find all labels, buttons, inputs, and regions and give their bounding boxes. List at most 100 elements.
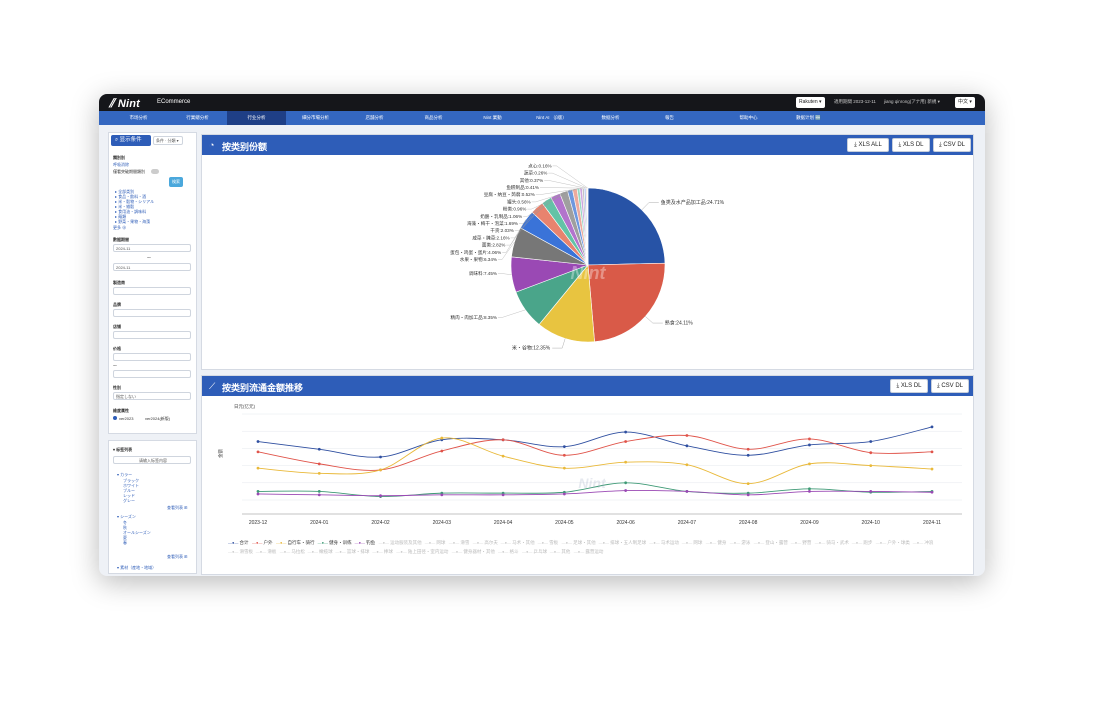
color-option[interactable]: レッド	[123, 493, 135, 498]
nav-item-plan[interactable]: 數据计划 🆕	[796, 115, 821, 120]
platform-select[interactable]: Rakuten ▾	[796, 97, 825, 108]
price-min-input[interactable]	[113, 353, 191, 361]
legend-item[interactable]: —●— 自行车・骑行	[276, 540, 315, 546]
tree-item[interactable]: ▸ 食品・飲料・酒	[115, 194, 147, 199]
price-max-input[interactable]	[113, 370, 191, 378]
data-point[interactable]	[869, 464, 873, 467]
legend-item[interactable]: —●— 冲浪	[913, 540, 934, 546]
season-option[interactable]: 秋	[123, 525, 127, 530]
nav-item-report[interactable]: 報告	[665, 115, 674, 120]
series-line[interactable]	[257, 482, 933, 498]
xls-dl-button[interactable]: ⤓ XLS DL	[892, 138, 930, 152]
date-to-select[interactable]: 2024-11	[113, 263, 191, 271]
data-point[interactable]	[562, 492, 566, 496]
nav-item-data[interactable]: 数据分析	[601, 115, 620, 120]
legend-item[interactable]: —●— 滑雪板	[228, 549, 253, 555]
data-point[interactable]	[317, 447, 321, 451]
pie-slice[interactable]	[587, 187, 666, 266]
date-from-select[interactable]: 2024-11	[113, 244, 191, 252]
legend-item[interactable]: —●— 骑马・武术	[815, 540, 849, 546]
data-point[interactable]	[379, 494, 382, 498]
data-point[interactable]	[624, 481, 628, 485]
data-point[interactable]	[501, 454, 505, 458]
data-point[interactable]	[440, 449, 444, 453]
legend-item[interactable]: —●— 网球	[682, 540, 703, 546]
category-value[interactable]: 呼吸消除	[113, 162, 129, 167]
data-point[interactable]	[562, 466, 566, 470]
csv-dl-button[interactable]: ⤓ CSV DL	[933, 138, 971, 152]
nint-logo[interactable]: ⫽ Nint	[109, 96, 141, 110]
tag-search-input[interactable]: 请输入标签内容	[113, 456, 191, 464]
legend-item[interactable]: —●— 棒球	[372, 549, 393, 555]
legend-item[interactable]: —●— 合计	[228, 540, 249, 546]
search-button[interactable]: 検索	[169, 177, 183, 187]
legend-item[interactable]: —●— 滑板	[256, 549, 277, 555]
data-point[interactable]	[685, 463, 689, 467]
legend-item[interactable]: —●— 野营	[791, 540, 812, 546]
season-option[interactable]: 冬	[123, 520, 127, 525]
pie-slice[interactable]	[586, 187, 589, 266]
tag-list-title[interactable]: ▾ 标签列表	[113, 447, 133, 452]
data-point[interactable]	[746, 447, 750, 451]
data-point[interactable]	[808, 462, 811, 466]
color-option[interactable]: ホワイト	[123, 483, 139, 488]
data-point[interactable]	[808, 437, 811, 441]
tree-item[interactable]: ▸ 全部类别	[115, 189, 135, 194]
data-point[interactable]	[256, 440, 260, 443]
nav-item-segment[interactable]: 細分市場分析	[302, 115, 329, 120]
data-point[interactable]	[317, 471, 321, 475]
csv-dl-button[interactable]: ⤓ CSV DL	[931, 379, 969, 393]
data-point[interactable]	[379, 455, 382, 459]
data-point[interactable]	[808, 487, 811, 491]
brand-input[interactable]	[113, 287, 191, 295]
material-filter-label[interactable]: ▾ 素材（産地・地域）	[117, 565, 157, 570]
nav-item-industry-total[interactable]: 行業總分析	[186, 115, 209, 120]
pie-slice[interactable]	[538, 264, 595, 343]
data-point[interactable]	[440, 436, 444, 440]
data-point[interactable]	[256, 450, 260, 454]
view-list-link[interactable]: 查看列表 ⊞	[167, 505, 188, 510]
legend-item[interactable]: —●— 马术・其他	[501, 540, 535, 546]
data-point[interactable]	[930, 490, 934, 494]
legend-item[interactable]: —●— 滑雪	[449, 540, 470, 546]
language-select[interactable]: 中文 ▾	[955, 97, 975, 108]
tree-item[interactable]: ▸ 米・雑穀	[115, 204, 135, 209]
data-point[interactable]	[624, 489, 628, 492]
data-point[interactable]	[379, 468, 382, 472]
legend-item[interactable]: —●— 健身・训练	[318, 540, 352, 546]
nav-item-product[interactable]: 商品分析	[424, 115, 443, 120]
data-point[interactable]	[808, 490, 811, 493]
legend-item[interactable]: —●— 高尔夫	[473, 540, 498, 546]
legend-item[interactable]: —●— 钓鱼	[355, 540, 376, 546]
season-option[interactable]: 夏	[123, 535, 127, 540]
data-point[interactable]	[930, 467, 934, 471]
tree-item[interactable]: ▸ 麺類	[115, 214, 127, 219]
data-point[interactable]	[317, 493, 321, 497]
data-point[interactable]	[501, 438, 505, 442]
data-point[interactable]	[685, 490, 689, 493]
version-b-label[interactable]: ver2024(新版)	[145, 416, 171, 421]
data-point[interactable]	[746, 482, 750, 486]
data-point[interactable]	[685, 434, 689, 437]
legend-item[interactable]: —●— 陆上田径・室内运动	[396, 549, 448, 555]
xls-all-button[interactable]: ⤓ XLS ALL	[847, 138, 889, 152]
color-option[interactable]: ブルー	[123, 488, 135, 493]
data-point[interactable]	[440, 493, 444, 497]
color-option[interactable]: グレー	[123, 498, 135, 503]
data-point[interactable]	[624, 440, 628, 443]
data-point[interactable]	[562, 453, 566, 457]
data-point[interactable]	[317, 462, 321, 466]
view-mode-select[interactable]: 条件 · 分類 ▾	[153, 136, 183, 145]
color-option[interactable]: ブラック	[123, 478, 139, 483]
legend-item[interactable]: —●— 网球	[425, 540, 446, 546]
data-point[interactable]	[746, 493, 750, 497]
legend-item[interactable]: —●— 其他	[550, 549, 571, 555]
legend-item[interactable]: —●— 登山・露营	[754, 540, 788, 546]
user-menu[interactable]: jiang qinrong(アナ用) 新規 ▾	[884, 99, 940, 104]
shop-input[interactable]	[113, 331, 191, 339]
legend-item[interactable]: —●— 户外・球类	[876, 540, 910, 546]
series-line[interactable]	[257, 434, 933, 471]
legend-item[interactable]: —●— 运动服装及其他	[379, 540, 422, 546]
season-option[interactable]: 春	[123, 540, 127, 545]
xls-dl-button[interactable]: ⤓ XLS DL	[890, 379, 928, 393]
